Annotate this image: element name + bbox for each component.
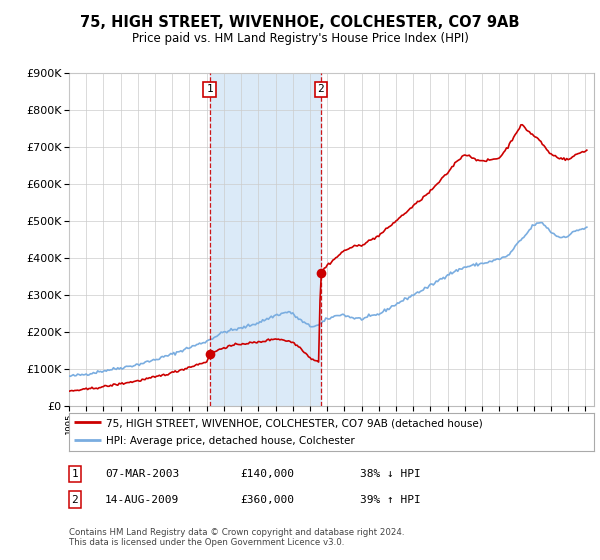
Text: 39% ↑ HPI: 39% ↑ HPI xyxy=(360,494,421,505)
Text: 75, HIGH STREET, WIVENHOE, COLCHESTER, CO7 9AB: 75, HIGH STREET, WIVENHOE, COLCHESTER, C… xyxy=(80,15,520,30)
Text: £360,000: £360,000 xyxy=(240,494,294,505)
Text: 2: 2 xyxy=(317,85,324,95)
Text: 75, HIGH STREET, WIVENHOE, COLCHESTER, CO7 9AB (detached house): 75, HIGH STREET, WIVENHOE, COLCHESTER, C… xyxy=(106,418,482,428)
Text: 1: 1 xyxy=(71,469,79,479)
Text: 1: 1 xyxy=(206,85,213,95)
Text: 38% ↓ HPI: 38% ↓ HPI xyxy=(360,469,421,479)
Text: 07-MAR-2003: 07-MAR-2003 xyxy=(105,469,179,479)
Bar xyxy=(209,73,320,406)
Text: 14-AUG-2009: 14-AUG-2009 xyxy=(105,494,179,505)
Text: 2: 2 xyxy=(71,494,79,505)
Text: HPI: Average price, detached house, Colchester: HPI: Average price, detached house, Colc… xyxy=(106,436,355,446)
Text: Price paid vs. HM Land Registry's House Price Index (HPI): Price paid vs. HM Land Registry's House … xyxy=(131,31,469,45)
Text: Contains HM Land Registry data © Crown copyright and database right 2024.
This d: Contains HM Land Registry data © Crown c… xyxy=(69,528,404,547)
Text: £140,000: £140,000 xyxy=(240,469,294,479)
